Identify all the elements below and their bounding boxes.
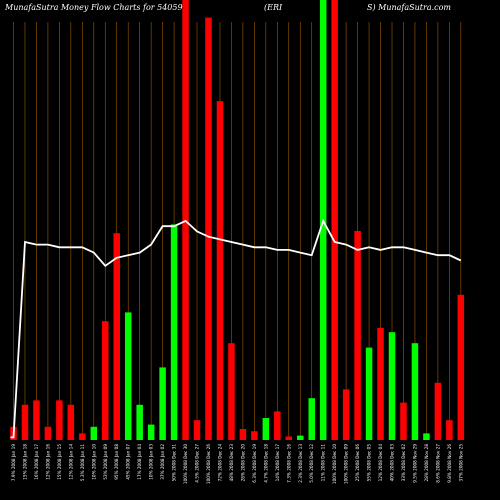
bar [308,398,315,440]
x-tick-label: 11% 2008 Dec 11 [321,444,326,482]
x-tick-label: 9.8% 2008 Nov 26 [447,444,452,483]
x-tick-label: 14% 2008 Dec 17 [275,444,280,482]
x-tick-label: 100% 2008 Dec 30 [183,444,188,484]
bar [342,389,350,440]
bar [251,431,258,440]
bar [67,404,75,440]
x-tick-label: 7.3% 2008 Dec 16 [286,444,291,483]
x-tick-label: 100% 2008 Dec 26 [206,444,211,484]
bar [423,433,430,440]
bar [228,343,235,440]
bar [365,347,373,440]
bar [102,321,109,440]
x-tick-label: 25% 2008 Dec 06 [355,444,360,482]
bar [124,312,132,440]
x-tick-label: 4.5% 2008 Dec 27 [195,444,200,483]
bar [457,294,465,440]
bar [216,101,224,440]
bar [90,426,98,440]
x-tick-label: 40% 2008 Dec 03 [390,444,395,482]
bar [297,435,304,440]
x-tick-label: 5.3% 2008 Jan 11 [80,444,85,481]
bar [377,327,384,440]
chart-title-middle: (ERI [264,3,283,12]
x-tick-label: 6.3% 2008 Dec 19 [252,444,257,483]
x-tick-label: 72% 2008 Dec 24 [218,444,223,482]
bar [147,424,155,440]
bar [136,404,143,440]
x-tick-label: 28% 2008 Nov 28 [424,444,429,482]
x-tick-label: 12% 2008 Jan 14 [68,444,73,480]
bar [274,411,281,440]
x-tick-label: 15% 2008 Jan 18 [23,444,28,480]
x-tick-label: 12% 2008 Dec 04 [378,444,383,482]
bar [56,400,63,440]
bar [21,404,29,440]
x-tick-label: 55% 2008 Dec 05 [367,444,372,482]
x-tick-label: 95% 2008 Jan 08 [114,444,119,480]
x-tick-label: 12% 2008 Jan 16 [45,444,50,480]
bar [239,429,247,440]
bar [79,433,86,440]
bar [434,382,442,440]
bar [331,0,338,440]
money-flow-line [10,218,462,439]
bar [193,420,201,440]
x-tick-label: 16% 2008 Jan 17 [34,444,39,480]
x-tick-label: 7.9% 2008 Jan 19 [11,444,16,481]
x-tick-label: 100% 2008 Dec 09 [344,444,349,484]
bar [411,343,419,440]
chart-title-right: S) MunafaSutra.com [367,3,451,12]
x-tick-labels: 7.9% 2008 Jan 19 15% 2008 Jan 18 16% 2008 … [11,444,463,484]
x-tick-label: 9.5% 2008 Nov 29 [413,444,418,483]
x-tick-label: 100% 2008 Dec 10 [332,444,337,484]
bar [44,426,52,440]
x-tick-label: 37% 2008 Nov 25 [458,444,463,482]
bar [446,420,453,440]
x-tick-label: 2.3% 2008 Dec 13 [298,444,303,483]
bar [113,233,120,440]
x-tick-label: 28% 2008 Dec 20 [240,444,245,482]
x-tick-label: 4.7% 2008 Dec 18 [263,444,268,483]
x-tick-label: 5.0% 2008 Dec 12 [309,444,314,483]
chart-title-left: MunafaSutra Money Flow Charts for 540596 [4,3,188,12]
x-tick-label: 15% 2008 Jan 15 [57,444,62,480]
x-tick-label: 50% 2008 Dec 31 [172,444,177,482]
x-tick-label: 45% 2008 Jan 07 [126,444,131,480]
x-tick-label: 53% 2008 Jan 09 [103,444,108,480]
bar [354,231,361,440]
bar [170,224,178,440]
x-tick-label: 8.6% 2008 Nov 27 [435,444,440,483]
x-tick-label: 10% 2008 Jan 03 [149,444,154,480]
x-tick-label: 33% 2008 Dec 02 [401,444,406,482]
money-flow-line-group [10,218,462,439]
x-tick-label: 37% 2008 Jan 02 [160,444,165,480]
bar [400,402,407,440]
bar [285,436,293,440]
bar [33,400,40,440]
bar [205,17,212,440]
bar [159,367,166,440]
bar [262,418,270,440]
x-tick-label: 10% 2008 Jan 10 [91,444,96,480]
x-tick-label: 17% 2008 Jan 04 [137,444,142,480]
x-tick-label: 48% 2008 Dec 23 [229,444,234,482]
bar [388,332,396,440]
